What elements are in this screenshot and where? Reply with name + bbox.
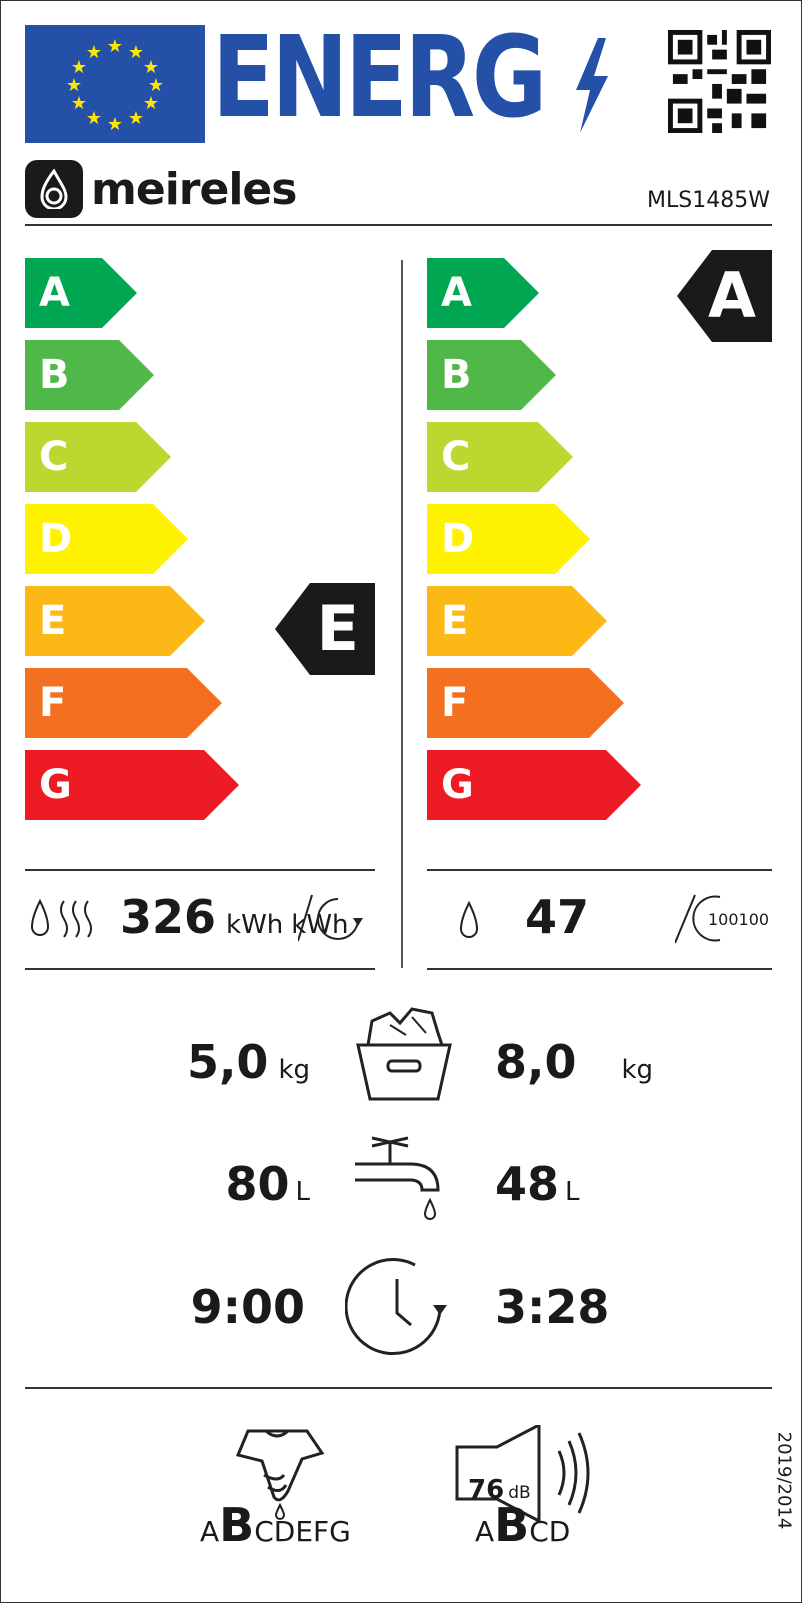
- svg-text:★: ★: [86, 42, 102, 63]
- laundry-basket-icon: [356, 1007, 452, 1101]
- water-consumption-value: 47: [525, 890, 590, 944]
- lightning-icon: [576, 38, 608, 133]
- divider: [25, 869, 375, 871]
- energy-title: ENERG: [212, 13, 547, 143]
- energy-value: 326: [120, 890, 217, 944]
- svg-text:★: ★: [148, 75, 164, 96]
- svg-text:★: ★: [86, 108, 102, 129]
- divider: [25, 224, 772, 226]
- divider: [25, 968, 375, 970]
- divider: [427, 869, 772, 871]
- svg-text:★: ★: [107, 114, 123, 135]
- energy-unit: kWh: [226, 910, 284, 940]
- noise-level: 76 dB: [468, 1475, 531, 1505]
- divider: [427, 968, 772, 970]
- svg-text:★: ★: [107, 36, 123, 57]
- spin-drying-shirt-icon: [235, 1429, 325, 1520]
- cycle-count: 100100: [708, 910, 770, 929]
- right-class-bar-e: E: [427, 586, 607, 656]
- right-class-bar-f: F: [427, 668, 624, 738]
- dry-water: 48 L: [495, 1157, 580, 1211]
- regulation-number: 2019/2014: [773, 1431, 795, 1530]
- brand: meireles: [25, 160, 297, 218]
- svg-text:★: ★: [71, 57, 87, 78]
- left-class-bar-f: F: [25, 668, 222, 738]
- water-drop-icon: [459, 900, 479, 938]
- wash-duration: 9:00: [190, 1280, 305, 1334]
- right-class-bar-g: G: [427, 750, 641, 820]
- divider: [25, 1387, 772, 1389]
- right-class-bar-c: C: [427, 422, 573, 492]
- water-tap-icon: [355, 1136, 440, 1220]
- svg-text:★: ★: [128, 42, 144, 63]
- spin-efficiency-class: A B CDEFG: [200, 1498, 351, 1552]
- svg-text:★: ★: [143, 57, 159, 78]
- divider: [401, 260, 403, 968]
- wash-capacity: 5,0 kg: [186, 1035, 310, 1089]
- svg-text:★: ★: [71, 93, 87, 114]
- left-class-bar-e: E: [25, 586, 205, 656]
- left-class-bar-c: C: [25, 422, 171, 492]
- per-100-cycles-icon: [298, 894, 363, 942]
- left-class-bar-d: D: [25, 504, 188, 574]
- eu-flag: ★ ★ ★ ★ ★ ★ ★ ★ ★ ★ ★ ★: [25, 25, 205, 143]
- model-number: MLS1485W: [647, 188, 770, 213]
- noise-class: A B CD: [475, 1498, 571, 1552]
- qr-code: [668, 30, 771, 133]
- water-heat-icon: [30, 898, 92, 938]
- dry-duration: 3:28: [495, 1280, 610, 1334]
- wash-water: 80 L: [225, 1157, 310, 1211]
- clock-icon: [345, 1258, 447, 1355]
- right-class-bar-d: D: [427, 504, 590, 574]
- dry-capacity: 8,0 kg: [495, 1035, 654, 1089]
- svg-text:★: ★: [143, 93, 159, 114]
- speaker-noise-icon: [455, 1425, 590, 1524]
- svg-text:★: ★: [128, 108, 144, 129]
- per-100-cycles-icon: [675, 894, 721, 944]
- left-class-bar-g: G: [25, 750, 239, 820]
- svg-text:★: ★: [66, 75, 82, 96]
- flame-logo-icon: [25, 160, 83, 218]
- brand-name: meireles: [91, 163, 297, 215]
